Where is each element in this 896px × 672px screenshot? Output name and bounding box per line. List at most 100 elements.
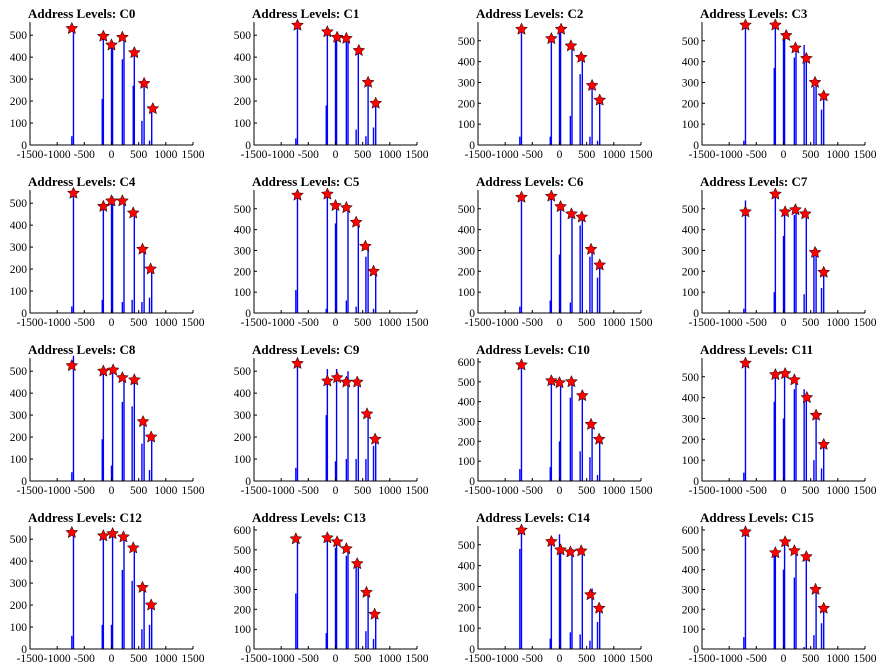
peak-marker <box>563 545 577 558</box>
x-tick-label: 500 <box>354 149 372 161</box>
y-tick-label: 500 <box>234 545 252 557</box>
peak-marker <box>817 89 831 102</box>
peak-marker <box>137 76 151 90</box>
y-tick-label: 300 <box>458 581 476 593</box>
x-tick-label: 500 <box>354 317 372 329</box>
x-tick-label: 1500 <box>182 149 205 161</box>
x-tick-label: 0 <box>557 149 563 161</box>
peak-marker <box>768 545 782 559</box>
x-tick-label: -1500 <box>465 653 492 665</box>
peak-marker <box>514 358 528 371</box>
y-tick-label: 100 <box>682 455 700 467</box>
chart-panel-13: Address Levels: C13 -1500 -1000 -500 0 500 100… <box>234 510 429 665</box>
x-tick-label: 500 <box>130 485 148 497</box>
peak-marker <box>65 358 79 372</box>
x-tick-label: 1500 <box>854 485 877 497</box>
y-tick-label: 300 <box>458 416 476 428</box>
peak-marker <box>564 39 578 52</box>
y-tick-label: 100 <box>10 286 28 298</box>
y-tick-label: 200 <box>10 96 28 108</box>
y-tick-label: 500 <box>682 545 700 557</box>
chart-panel-5: Address Levels: C5-1500 -1000 -500 0 500 1000… <box>234 174 429 329</box>
y-tick-label: 500 <box>234 30 252 42</box>
y-tick-label: 0 <box>21 476 27 488</box>
chart-title: Address Levels: C9 <box>252 342 360 357</box>
chart-panel-12: Address Levels: C12 -1500 -1000 -500 0 500 100… <box>10 510 205 665</box>
x-tick-label: -1500 <box>689 653 716 665</box>
x-tick-label: 1500 <box>406 653 429 665</box>
peak-marker <box>144 430 158 443</box>
chart-title: Address Levels: C5 <box>252 174 360 189</box>
x-tick-label: 0 <box>333 149 339 161</box>
x-tick-label: -1500 <box>17 149 44 161</box>
peak-marker <box>808 245 822 259</box>
x-tick-label: 0 <box>557 653 563 665</box>
x-tick-label: 1000 <box>826 317 849 329</box>
x-tick-label: -500 <box>298 149 319 161</box>
y-tick-label: 200 <box>458 98 476 110</box>
peak-marker <box>65 525 79 539</box>
x-tick-label: -1500 <box>689 317 716 329</box>
peak-marker <box>65 21 79 35</box>
chart-panel-3: Address Levels: C3-1500 -1000 -500 0 500 1000… <box>682 6 877 161</box>
peak-marker <box>787 373 801 386</box>
peak-marker <box>105 38 118 51</box>
x-tick-label: 1000 <box>602 317 625 329</box>
x-tick-label: 1000 <box>154 485 177 497</box>
x-tick-label: -500 <box>746 485 767 497</box>
y-tick-label: 0 <box>245 308 251 320</box>
x-tick-label: -500 <box>298 653 319 665</box>
y-tick-label: 100 <box>682 624 700 636</box>
x-tick-label: -1000 <box>268 485 295 497</box>
y-tick-label: 500 <box>10 534 28 546</box>
chart-panel-9: Address Levels: C9-1500 -1000 -500 0 500 1000… <box>234 342 429 497</box>
peak-marker <box>352 43 366 57</box>
peak-marker <box>320 374 334 387</box>
peak-marker <box>768 367 782 381</box>
peak-marker <box>360 407 374 420</box>
y-tick-label: 100 <box>234 454 252 466</box>
y-tick-label: 200 <box>458 436 476 448</box>
peak-marker <box>514 190 528 203</box>
x-tick-label: -500 <box>522 485 543 497</box>
x-tick-label: -1000 <box>716 485 743 497</box>
peak-marker <box>290 356 304 370</box>
y-tick-label: 500 <box>682 372 700 384</box>
peak-marker <box>115 370 129 384</box>
x-tick-label: -1500 <box>241 317 268 329</box>
x-tick-label: -500 <box>746 149 767 161</box>
x-tick-label: 1000 <box>378 149 401 161</box>
x-tick-label: 1500 <box>406 317 429 329</box>
y-tick-label: 500 <box>10 30 28 42</box>
y-tick-label: 400 <box>458 225 476 237</box>
peak-marker <box>146 101 160 115</box>
peak-marker <box>330 535 344 548</box>
x-tick-label: -500 <box>74 149 95 161</box>
x-tick-label: 0 <box>333 653 339 665</box>
x-tick-label: 1000 <box>602 149 625 161</box>
chart-panel-10: Address Levels: C10 -1500 -1000 -500 0 500 100… <box>458 342 653 497</box>
x-tick-label: -1500 <box>17 317 44 329</box>
chart-panel-2: Address Levels: C2-1500 -1000 -500 0 500 1000… <box>458 6 653 161</box>
peak-marker <box>96 199 110 212</box>
y-tick-label: 400 <box>682 565 700 577</box>
peak-marker <box>339 31 353 44</box>
y-tick-label: 400 <box>682 393 700 405</box>
y-tick-label: 400 <box>234 225 252 237</box>
y-tick-label: 500 <box>458 540 476 552</box>
peak-marker <box>544 31 558 45</box>
y-tick-label: 100 <box>234 118 252 130</box>
peak-marker <box>136 414 150 428</box>
peak-marker <box>592 432 606 445</box>
peak-marker <box>289 532 303 545</box>
peak-marker <box>800 390 814 404</box>
x-tick-label: 1000 <box>378 485 401 497</box>
peak-marker <box>798 207 812 220</box>
x-tick-label: -1500 <box>465 485 492 497</box>
peak-marker <box>144 598 158 611</box>
y-tick-label: 300 <box>682 77 700 89</box>
peak-marker <box>593 258 607 271</box>
y-tick-label: 0 <box>469 644 475 656</box>
chart-panel-14: Address Levels: C14 -1500 -1000 -500 0 500 100… <box>458 510 653 665</box>
